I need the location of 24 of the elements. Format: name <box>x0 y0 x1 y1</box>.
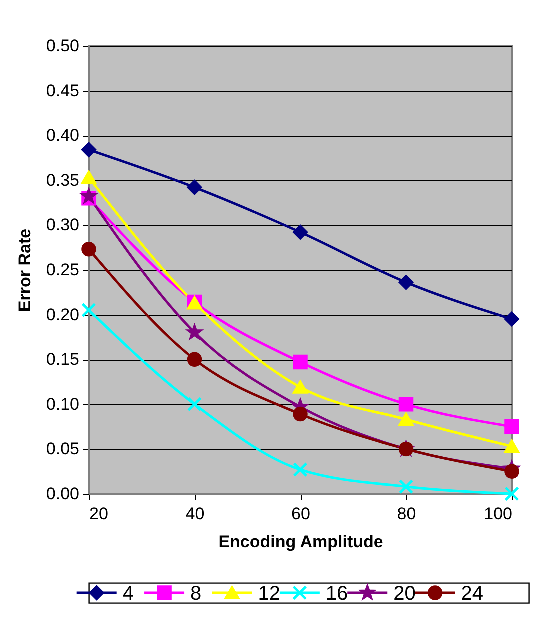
y-tick-label: 0.05 <box>46 440 80 459</box>
y-tick-label: 0.35 <box>46 170 80 190</box>
y-tick-label: 0.50 <box>46 36 80 56</box>
x-tick-label: 100 <box>484 504 512 524</box>
y-tick-label: 0.15 <box>46 350 80 370</box>
x-tick-label: 20 <box>90 504 108 524</box>
x-tick-label: 60 <box>292 504 310 524</box>
y-tick-label: 0.20 <box>46 305 80 324</box>
x-axis-title: Encoding Amplitude <box>218 532 384 552</box>
legend-label: 8 <box>190 583 202 605</box>
y-tick-label: 0.45 <box>46 81 80 100</box>
y-tick-label: 0.30 <box>46 216 80 235</box>
legend-label: 12 <box>258 583 280 605</box>
y-tick-label: 0.25 <box>46 260 80 280</box>
y-tick-label: 0.00 <box>46 484 80 504</box>
x-tick-label: 80 <box>397 504 416 524</box>
legend-label: 20 <box>394 583 416 605</box>
y-tick-label: 0.40 <box>46 126 80 146</box>
y-axis-title: Error Rate <box>15 228 34 312</box>
legend-label: 16 <box>326 583 348 605</box>
legend-label: 24 <box>461 583 484 605</box>
legend-label: 4 <box>122 583 134 605</box>
x-tick-label: 40 <box>186 504 205 524</box>
y-tick-label: 0.10 <box>46 394 80 414</box>
